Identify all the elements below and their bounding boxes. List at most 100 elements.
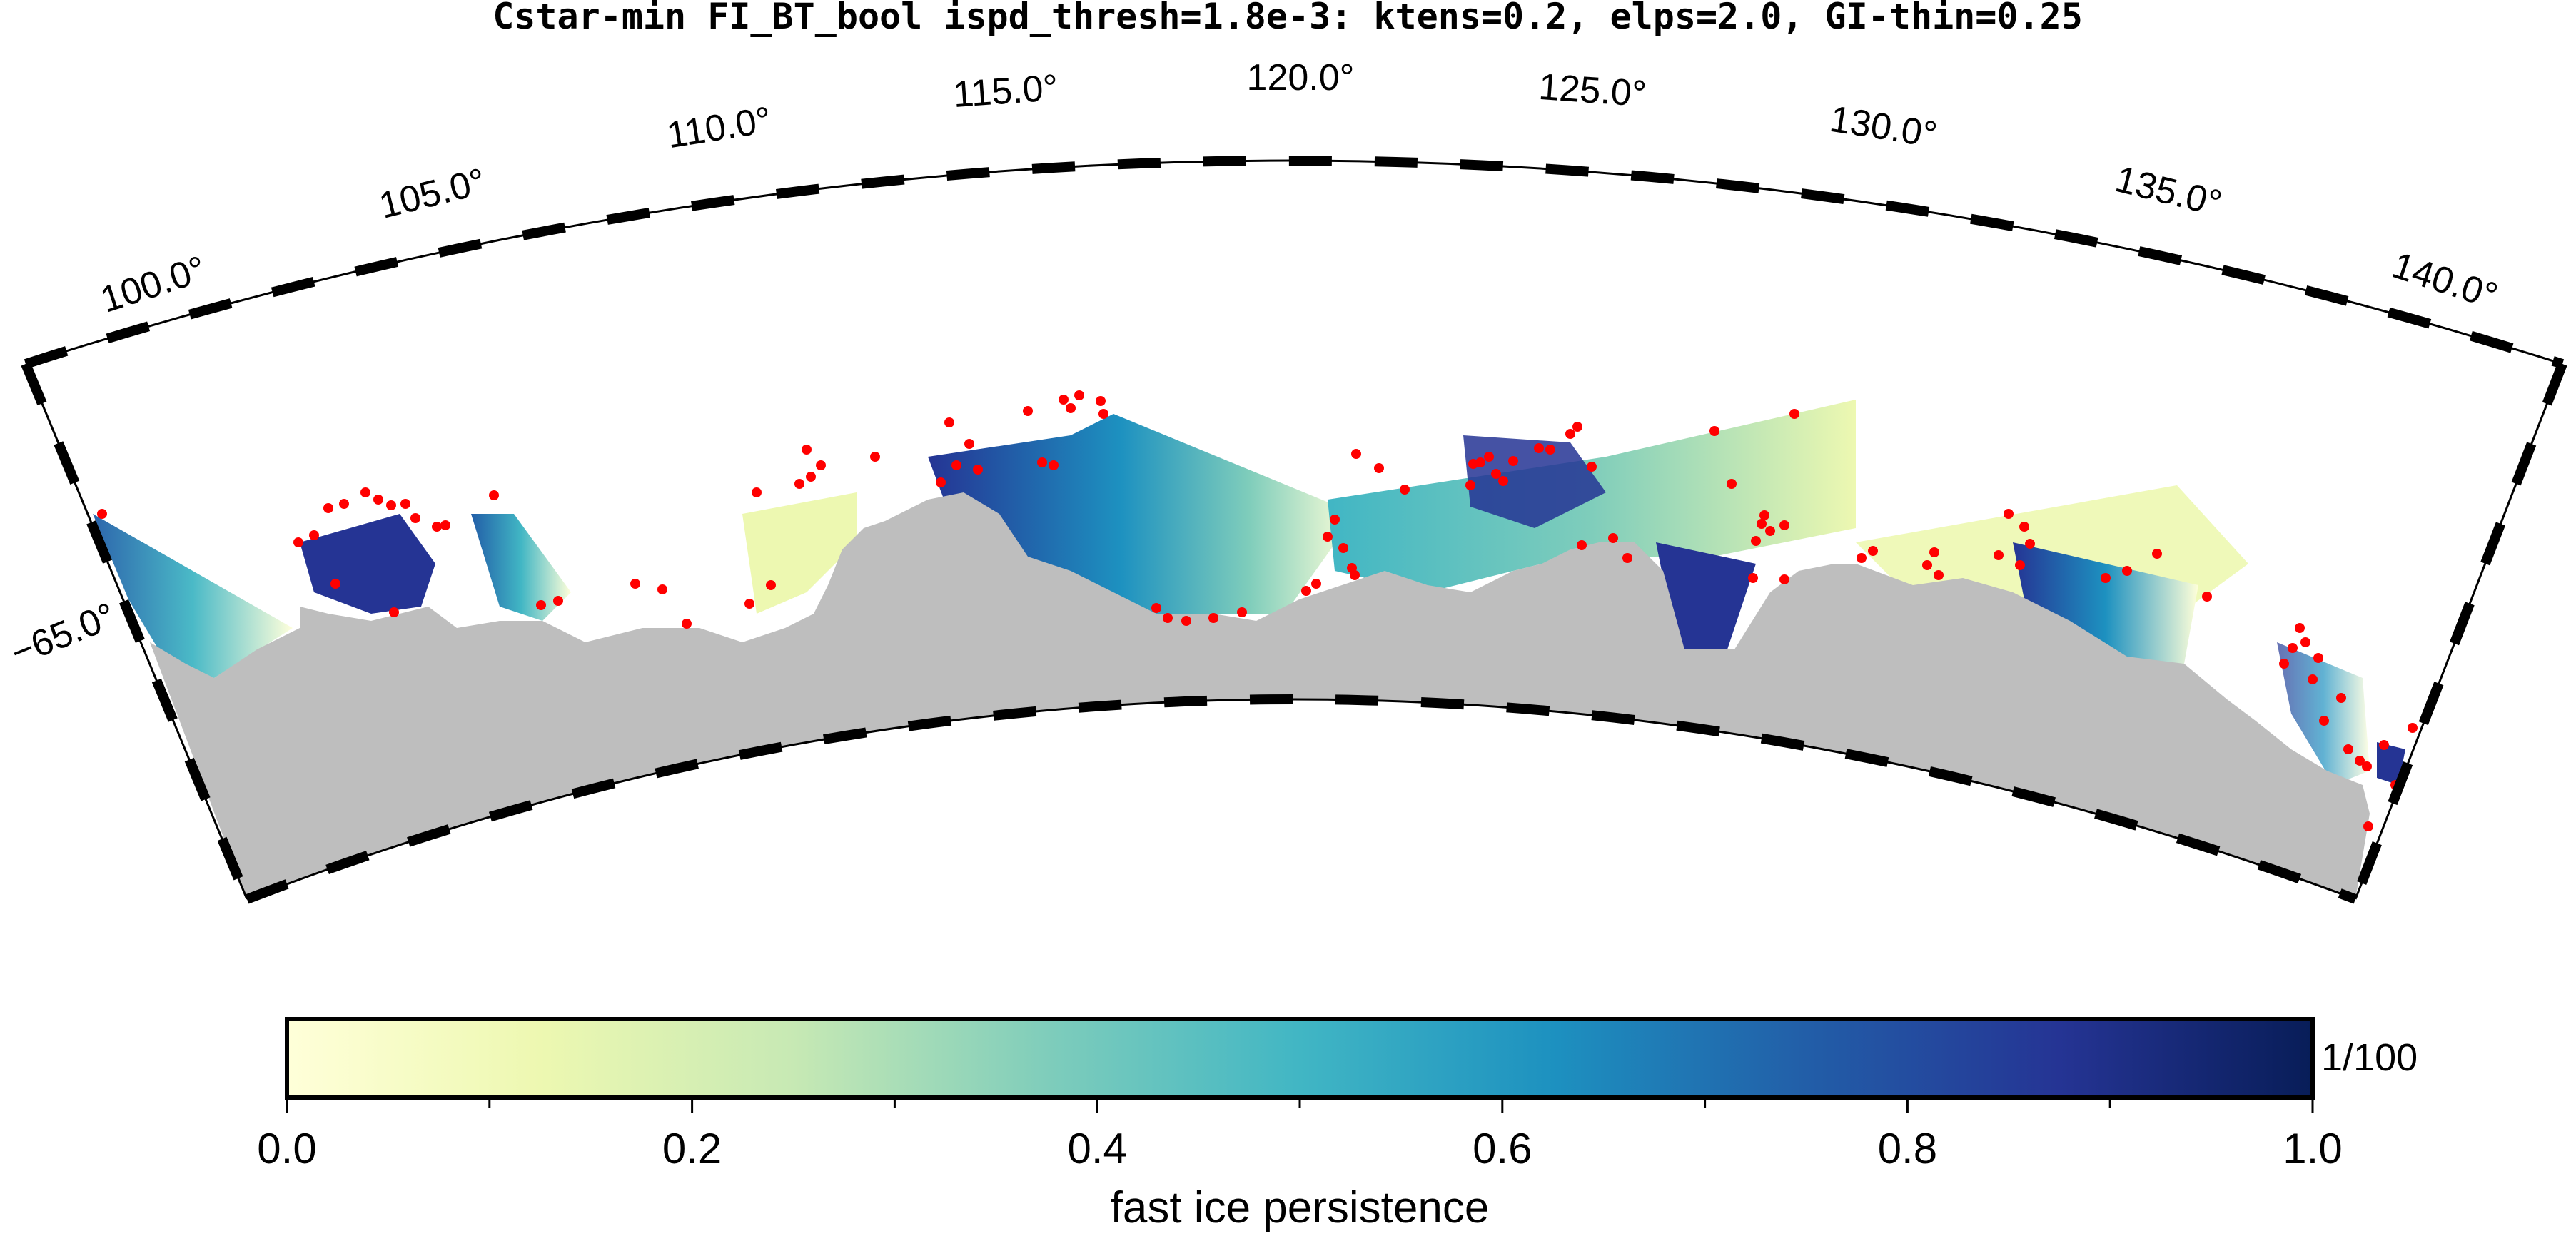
iceberg-marker bbox=[2408, 723, 2418, 733]
iceberg-marker bbox=[2336, 693, 2346, 703]
iceberg-marker bbox=[1181, 616, 1191, 626]
iceberg-marker bbox=[1059, 395, 1069, 405]
iceberg-marker bbox=[410, 513, 420, 523]
iceberg-marker bbox=[1237, 607, 1247, 617]
lon-label-120: 120.0° bbox=[1247, 57, 1355, 98]
iceberg-marker bbox=[1023, 406, 1033, 416]
lon-label-125: 125.0° bbox=[1537, 66, 1648, 115]
iceberg-marker bbox=[1727, 479, 1737, 489]
iceberg-marker bbox=[360, 487, 370, 497]
colorbar-tick-label: 0.6 bbox=[1473, 1125, 1532, 1172]
iceberg-marker bbox=[553, 596, 563, 606]
iceberg-marker bbox=[1779, 574, 1789, 584]
iceberg-marker bbox=[309, 530, 319, 540]
iceberg-marker bbox=[1748, 573, 1758, 583]
lon-label-135: 135.0° bbox=[2111, 158, 2226, 225]
iceberg-marker bbox=[389, 607, 399, 617]
iceberg-marker bbox=[1751, 536, 1761, 546]
iceberg-marker bbox=[2355, 756, 2365, 766]
iceberg-marker bbox=[744, 599, 754, 609]
iceberg-marker bbox=[536, 600, 546, 610]
iceberg-marker bbox=[400, 499, 410, 509]
iceberg-marker bbox=[1338, 543, 1348, 553]
iceberg-marker bbox=[1789, 409, 1799, 419]
iceberg-marker bbox=[2313, 653, 2323, 663]
iceberg-marker bbox=[2122, 566, 2132, 576]
iceberg-marker bbox=[806, 472, 816, 482]
iceberg-marker bbox=[951, 460, 961, 470]
iceberg-marker bbox=[2362, 761, 2372, 771]
iceberg-marker bbox=[339, 499, 349, 509]
iceberg-marker bbox=[816, 460, 826, 470]
iceberg-marker bbox=[1208, 613, 1218, 623]
lon-label-140: 140.0° bbox=[2388, 245, 2502, 318]
iceberg-marker bbox=[1074, 390, 1084, 400]
iceberg-marker bbox=[2308, 674, 2318, 684]
iceberg-marker bbox=[1757, 519, 1767, 529]
colorbar-tick-label: 0.8 bbox=[1878, 1125, 1937, 1172]
iceberg-marker bbox=[2319, 716, 2329, 726]
iceberg-marker bbox=[1565, 429, 1575, 439]
iceberg-marker bbox=[440, 520, 450, 530]
iceberg-marker bbox=[386, 500, 396, 510]
iceberg-marker bbox=[2202, 592, 2212, 602]
lon-label-110: 110.0° bbox=[664, 99, 774, 156]
iceberg-marker bbox=[489, 490, 499, 500]
iceberg-marker bbox=[1037, 457, 1047, 467]
iceberg-marker bbox=[1759, 510, 1769, 520]
iceberg-marker bbox=[2343, 744, 2353, 754]
iceberg-marker bbox=[1374, 463, 1384, 473]
iceberg-marker bbox=[657, 584, 667, 594]
iceberg-marker bbox=[2004, 509, 2014, 519]
colorbar-tick-label: 1.0 bbox=[2283, 1125, 2342, 1172]
iceberg-marker bbox=[2300, 637, 2310, 647]
iceberg-marker bbox=[1868, 546, 1878, 556]
lon-label-115: 115.0° bbox=[951, 67, 1059, 116]
iceberg-marker bbox=[1587, 462, 1597, 472]
iceberg-marker bbox=[1049, 460, 1059, 470]
iceberg-marker bbox=[1608, 533, 1618, 543]
iceberg-marker bbox=[2295, 623, 2305, 633]
iceberg-marker bbox=[1400, 485, 1410, 495]
iceberg-marker bbox=[330, 579, 340, 589]
colorbar-label: fast ice persistence bbox=[1111, 1183, 1490, 1232]
colorbar-unit: 1/100 bbox=[2321, 1036, 2418, 1079]
iceberg-marker bbox=[1765, 526, 1775, 536]
iceberg-marker bbox=[973, 465, 983, 475]
iceberg-marker bbox=[2152, 549, 2162, 559]
iceberg-marker bbox=[766, 580, 776, 590]
iceberg-marker bbox=[1475, 457, 1485, 467]
iceberg-marker bbox=[2019, 522, 2029, 532]
iceberg-marker bbox=[870, 452, 880, 462]
colorbar-tick-label: 0.0 bbox=[257, 1125, 316, 1172]
iceberg-marker bbox=[1465, 480, 1475, 490]
iceberg-marker bbox=[2101, 573, 2111, 583]
iceberg-marker bbox=[1622, 553, 1632, 563]
iceberg-marker bbox=[936, 477, 946, 487]
iceberg-marker bbox=[1151, 603, 1161, 613]
iceberg-marker bbox=[794, 479, 804, 489]
iceberg-marker bbox=[2025, 539, 2035, 549]
iceberg-marker bbox=[1323, 532, 1333, 542]
iceberg-marker bbox=[1545, 445, 1555, 455]
iceberg-marker bbox=[1350, 570, 1360, 580]
iceberg-marker bbox=[1577, 540, 1587, 550]
iceberg-marker bbox=[2288, 643, 2298, 653]
colorbar-ticks bbox=[286, 1098, 2314, 1113]
iceberg-marker bbox=[1096, 396, 1106, 406]
iceberg-marker bbox=[1709, 426, 1719, 436]
map-frame bbox=[21, 156, 2567, 904]
colorbar-gradient bbox=[285, 1017, 2315, 1100]
iceberg-marker bbox=[944, 417, 954, 427]
iceberg-marker bbox=[682, 619, 692, 629]
iceberg-marker bbox=[630, 579, 640, 589]
lon-label-105: 105.0° bbox=[375, 161, 490, 227]
iceberg-marker bbox=[964, 439, 974, 449]
iceberg-marker bbox=[1857, 553, 1867, 563]
iceberg-marker bbox=[1066, 403, 1076, 413]
iceberg-marker bbox=[432, 522, 442, 532]
iceberg-marker bbox=[1330, 515, 1340, 525]
colorbar-tick-labels: 0.0 0.2 0.4 0.6 0.8 1.0 bbox=[257, 1125, 2342, 1172]
colorbar: 0.0 0.2 0.4 0.6 0.8 1.0 1/100 fast ice persis… bbox=[257, 1017, 2418, 1232]
iceberg-marker bbox=[2279, 659, 2289, 669]
